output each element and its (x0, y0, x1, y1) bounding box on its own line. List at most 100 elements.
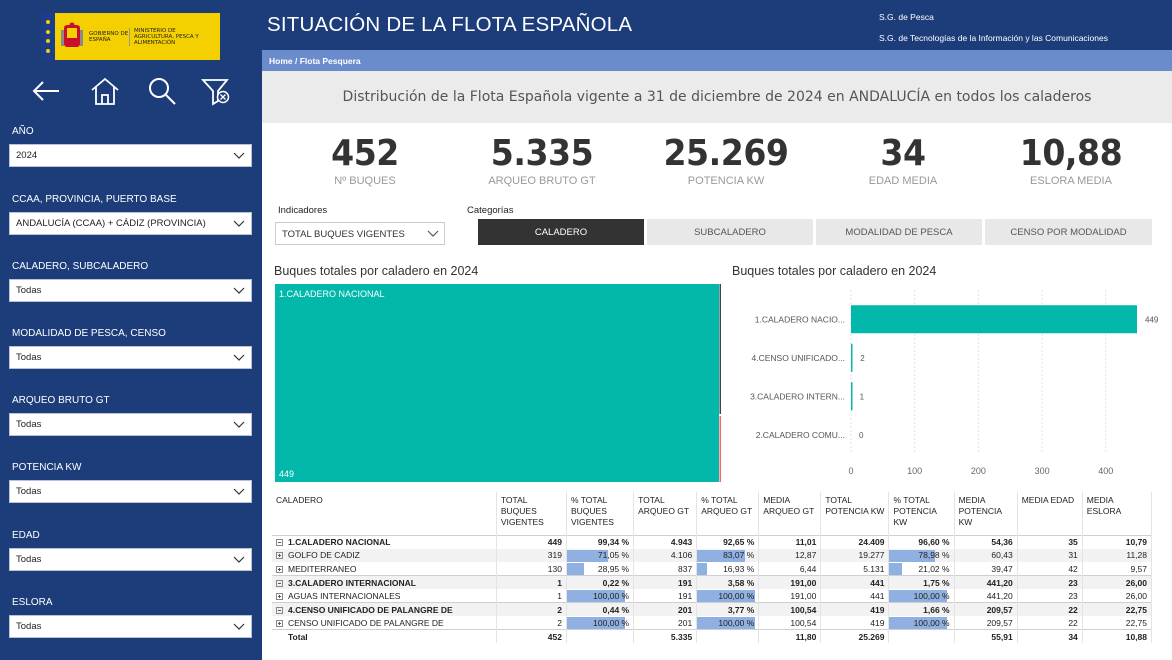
tab-modalidad-pesca[interactable]: MODALIDAD DE PESCA (816, 219, 982, 245)
table-cell: 9,57 (1082, 562, 1153, 576)
bar-chart[interactable]: 0 100 200 300 400 1.CALADERO NACIO... 449 4.CE… (732, 284, 1162, 484)
table-cell: 100,00 % (566, 589, 635, 603)
filter-select-arqueo[interactable]: Todas (9, 413, 252, 436)
kpi-label: ESLORA MEDIA (1030, 175, 1112, 187)
table-cell: 19.277 (820, 548, 890, 562)
collapse-icon[interactable] (276, 606, 283, 614)
kpi-edad: 34 EDAD MEDIA (823, 133, 983, 187)
treemap-tile-censo-unificado[interactable] (719, 284, 722, 414)
table-cell: 42 (1017, 562, 1083, 576)
collapse-icon[interactable] (276, 539, 283, 546)
x-tick-label: 400 (1098, 466, 1113, 476)
collapse-icon[interactable] (276, 579, 283, 587)
tab-caladero[interactable]: CALADERO (478, 219, 644, 245)
table-cell: 1,66 % (888, 602, 955, 616)
cell-value: 99,34 % (597, 537, 630, 547)
cell-value: 3,58 % (727, 577, 755, 588)
cell-value: 11,01 (795, 537, 817, 547)
treemap-tile-caladero-internacional[interactable] (719, 416, 722, 482)
percent-bar (697, 549, 746, 562)
filter-select-caladero[interactable]: Todas (9, 279, 252, 302)
ministry-logo: Gobierno de España Ministerio de Agricul… (41, 13, 220, 60)
table-header-cell[interactable]: MEDIA POTENCIA KW (954, 492, 1018, 535)
table-cell: 441,20 (954, 589, 1018, 603)
table-cell: 23 (1017, 589, 1083, 603)
filter-select-edad[interactable]: Todas (9, 548, 252, 571)
breadcrumb-home[interactable]: Home / (269, 56, 298, 66)
header-sg-pesca: S.G. de Pesca (879, 12, 934, 22)
filter-select-potencia[interactable]: Todas (9, 480, 252, 503)
table-cell: 201 (633, 616, 698, 630)
chevron-down-icon (427, 230, 439, 237)
indicadores-label: Indicadores (278, 205, 328, 216)
row-name-cell: 1.CALADERO NACIONAL (272, 535, 497, 549)
search-icon[interactable] (145, 75, 179, 107)
expand-icon[interactable] (276, 552, 283, 560)
table-cell: 26,00 (1082, 575, 1153, 589)
table-cell: 2 (496, 616, 567, 630)
table-cell: 6,44 (758, 562, 822, 576)
table-header-cell[interactable]: CALADERO (272, 492, 497, 535)
report-subtitle: Distribución de la Flota Española vigent… (262, 71, 1172, 123)
table-header-cell[interactable]: % TOTAL POTENCIA KW (888, 492, 955, 535)
cell-value: 201 (678, 604, 693, 615)
kpi-label: EDAD MEDIA (868, 175, 938, 187)
table-cell: 1 (496, 589, 567, 603)
expand-icon[interactable] (276, 592, 283, 600)
bar[interactable] (851, 382, 853, 411)
home-icon[interactable] (88, 75, 122, 107)
table-header-cell[interactable]: MEDIA EDAD (1017, 492, 1083, 535)
bar-value-label: 2 (860, 354, 865, 363)
coat-of-arms-icon (59, 22, 85, 52)
treemap-chart[interactable]: 1.CALADERO NACIONAL 449 (275, 284, 722, 482)
table-cell: 54,36 (954, 535, 1018, 549)
table-header-cell[interactable]: % TOTAL BUQUES VIGENTES (566, 492, 635, 535)
cell-value: 441,20 (986, 590, 1013, 601)
filter-select-ano[interactable]: 2024 (9, 144, 252, 167)
filter-select-ccaa[interactable]: ANDALUCÍA (CCAA) + CÁDIZ (PROVINCIA) (9, 212, 252, 235)
table-cell: 11,80 (758, 629, 822, 643)
cell-value: 22,75 (1125, 617, 1147, 628)
expand-icon[interactable] (276, 619, 283, 627)
cell-value: 83,07 % (723, 550, 755, 561)
bar[interactable] (851, 343, 853, 372)
filter-select-modalidad[interactable]: Todas (9, 346, 252, 369)
table-cell: 191,00 (758, 589, 822, 603)
table-cell: 60,43 (954, 548, 1018, 562)
clear-filter-icon[interactable] (199, 75, 233, 107)
filter-select-eslora[interactable]: Todas (9, 615, 252, 638)
table-header-cell[interactable]: MEDIA ESLORA (1082, 492, 1153, 535)
table-cell: 441,20 (954, 575, 1018, 589)
total-label: Total (272, 629, 497, 643)
cell-value: 19.277 (858, 550, 885, 561)
table-cell: 71,05 % (566, 548, 635, 562)
back-arrow-icon[interactable] (29, 75, 63, 107)
cell-value: 78,98 % (918, 550, 950, 561)
cell-value: 419 (870, 604, 885, 615)
table-header-cell[interactable]: MEDIA ARQUEO GT (758, 492, 822, 535)
y-category-label: 2.CALADERO COMU... (756, 430, 845, 440)
kpi-value: 452 (331, 133, 399, 174)
indicadores-select[interactable]: TOTAL BUQUES VIGENTES (275, 222, 445, 245)
treemap-tile-caladero-nacional[interactable] (275, 284, 719, 482)
table-cell: 100,00 % (888, 589, 955, 603)
table-header-cell[interactable]: TOTAL BUQUES VIGENTES (496, 492, 567, 535)
bar[interactable] (851, 305, 1137, 334)
x-tick-label: 0 (848, 466, 853, 476)
chevron-down-icon (233, 287, 245, 294)
row-name-cell: CENSO UNIFICADO DE PALANGRE DE (272, 616, 497, 630)
table-cell: 21,02 % (888, 562, 955, 576)
cell-value: 100,54 (790, 617, 817, 628)
table-header-cell[interactable]: TOTAL POTENCIA KW (820, 492, 890, 535)
cell-value: 100,54 (790, 604, 817, 615)
table-cell (696, 629, 760, 643)
table-cell: 1 (496, 575, 567, 589)
tab-censo-modalidad[interactable]: CENSO POR MODALIDAD (985, 219, 1152, 245)
expand-icon[interactable] (276, 565, 283, 573)
chevron-down-icon (233, 152, 245, 159)
table-header-cell[interactable]: % TOTAL ARQUEO GT (696, 492, 760, 535)
tab-subcaladero[interactable]: SUBCALADERO (647, 219, 813, 245)
table-header-cell[interactable]: TOTAL ARQUEO GT (633, 492, 698, 535)
percent-bar (697, 590, 756, 602)
cell-value: 42 (1068, 563, 1078, 574)
